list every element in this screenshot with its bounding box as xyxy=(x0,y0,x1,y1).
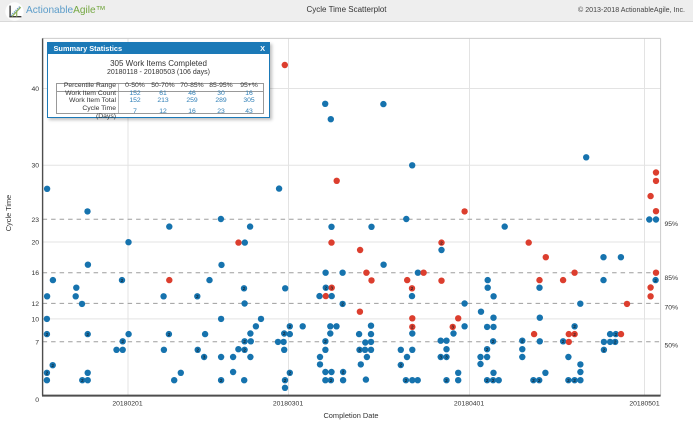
svg-text:2: 2 xyxy=(168,332,171,338)
svg-text:2: 2 xyxy=(445,378,448,384)
svg-text:2: 2 xyxy=(243,286,246,292)
svg-text:30: 30 xyxy=(31,163,39,170)
svg-text:16: 16 xyxy=(31,270,39,277)
svg-text:2: 2 xyxy=(538,378,541,384)
svg-text:2: 2 xyxy=(486,378,489,384)
svg-text:Completion Date: Completion Date xyxy=(323,411,378,420)
svg-text:85%: 85% xyxy=(665,275,679,282)
svg-text:2: 2 xyxy=(405,378,408,384)
svg-text:2: 2 xyxy=(51,363,54,369)
svg-text:3: 3 xyxy=(439,355,442,361)
svg-text:20180301: 20180301 xyxy=(273,401,303,408)
svg-text:2: 2 xyxy=(243,339,246,345)
svg-text:2: 2 xyxy=(573,332,576,338)
svg-text:20: 20 xyxy=(31,240,39,247)
svg-text:2: 2 xyxy=(324,285,327,291)
svg-text:10: 10 xyxy=(31,316,39,323)
svg-text:2: 2 xyxy=(567,378,570,384)
svg-text:3: 3 xyxy=(203,355,206,361)
svg-text:2: 2 xyxy=(562,339,565,345)
svg-text:2: 2 xyxy=(86,332,89,338)
svg-text:2: 2 xyxy=(654,278,657,284)
svg-text:2: 2 xyxy=(341,302,344,308)
svg-text:2: 2 xyxy=(440,240,443,246)
svg-text:2: 2 xyxy=(492,378,495,384)
svg-text:2: 2 xyxy=(532,378,535,384)
svg-text:7: 7 xyxy=(35,339,39,346)
svg-text:Cycle Time: Cycle Time xyxy=(4,195,13,232)
svg-text:2: 2 xyxy=(411,325,414,331)
svg-text:2: 2 xyxy=(486,347,489,353)
svg-text:2: 2 xyxy=(288,371,291,377)
svg-text:2: 2 xyxy=(342,370,345,376)
svg-text:2: 2 xyxy=(46,332,49,338)
svg-text:12: 12 xyxy=(31,301,39,308)
svg-text:2: 2 xyxy=(46,371,49,377)
svg-text:70%: 70% xyxy=(665,305,679,312)
svg-text:95%: 95% xyxy=(665,221,679,228)
svg-text:2: 2 xyxy=(573,378,576,384)
svg-text:2: 2 xyxy=(614,332,617,338)
svg-text:2: 2 xyxy=(603,348,606,354)
svg-text:2: 2 xyxy=(81,378,84,384)
svg-text:40: 40 xyxy=(31,86,39,93)
svg-text:20180401: 20180401 xyxy=(454,401,484,408)
svg-text:2: 2 xyxy=(121,278,124,284)
svg-text:2: 2 xyxy=(492,339,495,345)
svg-text:3: 3 xyxy=(451,325,454,331)
svg-text:2: 2 xyxy=(243,348,246,354)
svg-text:2: 2 xyxy=(573,324,576,330)
svg-text:2: 2 xyxy=(121,339,124,345)
svg-text:50%: 50% xyxy=(665,343,679,350)
svg-text:2: 2 xyxy=(614,340,617,346)
svg-text:2: 2 xyxy=(288,324,291,330)
svg-text:2: 2 xyxy=(330,378,333,384)
svg-text:20180201: 20180201 xyxy=(112,401,142,408)
svg-text:2: 2 xyxy=(399,363,402,369)
svg-text:3: 3 xyxy=(445,355,448,361)
svg-text:2: 2 xyxy=(196,294,199,300)
svg-text:0: 0 xyxy=(35,397,39,404)
svg-text:2: 2 xyxy=(196,348,199,354)
svg-text:2: 2 xyxy=(411,286,414,292)
svg-text:2: 2 xyxy=(284,378,287,384)
svg-text:20180501: 20180501 xyxy=(629,401,659,408)
svg-text:2: 2 xyxy=(324,339,327,345)
svg-text:2: 2 xyxy=(220,378,223,384)
svg-text:2: 2 xyxy=(521,338,524,344)
svg-text:3: 3 xyxy=(358,348,361,354)
svg-text:2: 2 xyxy=(283,331,286,337)
svg-text:23: 23 xyxy=(31,217,39,224)
svg-text:3: 3 xyxy=(330,285,333,291)
